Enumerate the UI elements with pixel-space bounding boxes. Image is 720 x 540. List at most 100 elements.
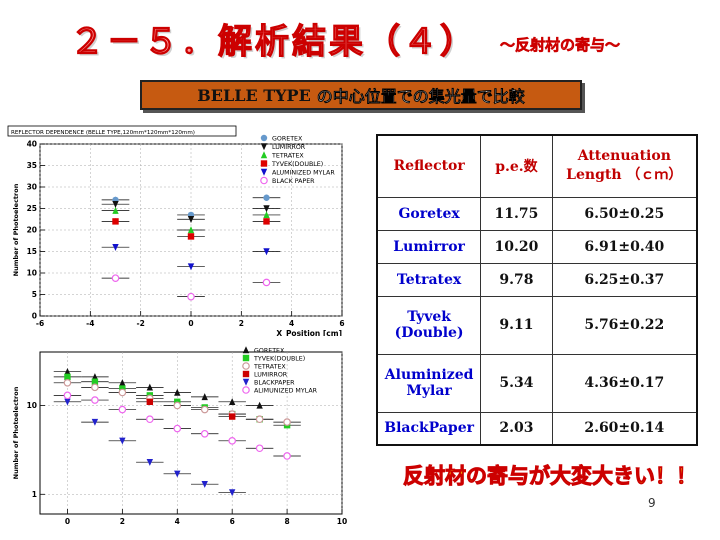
data-point-goretex bbox=[174, 388, 181, 396]
reflector-name: BlackPaper bbox=[376, 411, 482, 446]
header-reflector: Reflector bbox=[376, 134, 482, 198]
data-point-blackpaper bbox=[228, 489, 236, 497]
y-tick-label: 25 bbox=[27, 204, 37, 213]
legend-marker bbox=[260, 134, 268, 142]
table-row: Goretex 11.75 6.50±0.25 bbox=[376, 196, 698, 231]
y-axis-label: Number of Photoelectron bbox=[12, 183, 20, 276]
table-header-row: Reflector p.e.数 Attenuation Length （ｃｍ） bbox=[376, 134, 698, 198]
attenuation-plot-svg: 0 2 4 6 8 10 1 10 Number of Photoelectron GORETEX… bbox=[12, 346, 347, 526]
plot-frame bbox=[39, 351, 343, 515]
legend-label: TYVEK(DOUBLE) bbox=[253, 356, 305, 363]
data-point-goretex bbox=[91, 373, 99, 381]
plot-title: REFLECTOR DEPENDENCE (BELLE TYPE,120mm*1… bbox=[11, 130, 195, 136]
data-point-tetratex bbox=[187, 226, 195, 234]
data-point-goretex bbox=[201, 393, 208, 401]
data-point-goretex bbox=[64, 368, 71, 375]
table-row: BlackPaper 2.03 2.60±0.14 bbox=[376, 411, 698, 446]
reflector-name: Goretex bbox=[376, 196, 482, 231]
data-point-alimunized-mylar bbox=[173, 424, 182, 433]
legend-label: ALIMUNIZED MYLAR bbox=[254, 388, 318, 395]
attenuation-value: 6.91±0.40 bbox=[551, 229, 698, 264]
data-point-alimunized-mylar bbox=[200, 429, 209, 438]
banner-japanese-text: の中心位置での集光量で比較 bbox=[316, 87, 525, 106]
data-point-aluminized-mylar bbox=[112, 244, 119, 251]
data-point-tetratex bbox=[255, 415, 264, 424]
data-point-blackpaper bbox=[174, 470, 181, 478]
data-point-alimunized-mylar bbox=[91, 396, 99, 404]
data-point-alimunized-mylar bbox=[228, 437, 236, 445]
data-point-tetratex bbox=[283, 418, 291, 426]
slide-subtitle: ～反射材の寄与～ bbox=[500, 36, 621, 55]
x-tick-label: -4 bbox=[86, 319, 94, 328]
legend-marker bbox=[242, 362, 250, 370]
data-point-goretex bbox=[263, 194, 270, 201]
data-point-tyvek-double- bbox=[187, 233, 195, 240]
plot-title-box bbox=[7, 125, 237, 137]
attenuation-plot: 0 2 4 6 8 10 1 10 Number of Photoelectron GORETEX… bbox=[6, 346, 356, 532]
attenuation-value: 2.60±0.14 bbox=[551, 411, 698, 446]
pe-value: 2.03 bbox=[480, 411, 553, 446]
table-row: Lumirror 10.20 6.91±0.40 bbox=[376, 229, 698, 264]
data-point-lumirror bbox=[112, 201, 119, 208]
data-point-alimunized-mylar bbox=[63, 391, 72, 400]
attenuation-value: 6.25±0.37 bbox=[551, 262, 698, 297]
x-tick-label: 0 bbox=[188, 319, 193, 328]
legend-label: ALUMINIZED MYLAR bbox=[272, 170, 335, 177]
data-point-tetratex bbox=[173, 401, 182, 410]
conclusion-note: 反射材の寄与が大変大きい！！ bbox=[403, 464, 698, 489]
data-point-blackpaper bbox=[119, 437, 126, 445]
pe-value: 10.20 bbox=[480, 229, 553, 264]
data-point-goretex bbox=[119, 379, 126, 387]
data-point-tetratex bbox=[91, 383, 99, 392]
data-point-blackpaper bbox=[64, 398, 71, 406]
y-axis-label: Number of Photoelectron bbox=[12, 386, 20, 479]
reflector-name: Tetratex bbox=[376, 262, 482, 297]
table-row: Tyvek (Double) 9.11 5.76±0.22 bbox=[376, 295, 698, 355]
attenuation-value: 5.76±0.22 bbox=[551, 295, 698, 355]
header-pe: p.e.数 bbox=[480, 134, 553, 198]
position-plot-svg: REFLECTOR DEPENDENCE (BELLE TYPE,120mm*1… bbox=[7, 125, 345, 336]
data-point-tyvek-double- bbox=[91, 378, 99, 385]
data-point-black-paper bbox=[262, 278, 271, 287]
y-tick-label: 5 bbox=[32, 290, 37, 299]
banner-english-text: BELLE TYPE bbox=[197, 85, 311, 105]
data-point-blackpaper bbox=[146, 458, 154, 466]
data-point-lumirror bbox=[228, 413, 236, 420]
data-point-lumirror bbox=[187, 216, 195, 223]
x-tick-label: 2 bbox=[239, 319, 244, 328]
data-point-alimunized-mylar bbox=[255, 444, 264, 453]
pe-value: 9.11 bbox=[480, 295, 553, 355]
data-point-black-paper bbox=[187, 292, 195, 301]
slide-title: ２－５．解析結果（４） bbox=[69, 21, 477, 62]
x-tick-label: 6 bbox=[230, 517, 235, 526]
x-axis-label: X_Position [cm] bbox=[276, 329, 342, 336]
y-tick-label: 40 bbox=[27, 140, 37, 149]
legend-label: TETRATEX bbox=[271, 153, 304, 160]
page-number: 9 bbox=[648, 496, 656, 510]
legend-marker bbox=[260, 176, 268, 185]
legend-marker bbox=[260, 160, 268, 167]
position-plot: REFLECTOR DEPENDENCE (BELLE TYPE,120mm*1… bbox=[6, 124, 356, 336]
x-tick-label: 0 bbox=[65, 517, 70, 526]
attenuation-value: 6.50±0.25 bbox=[551, 196, 698, 231]
data-point-goretex bbox=[146, 383, 154, 391]
data-point-alimunized-mylar bbox=[118, 405, 127, 414]
legend-marker bbox=[260, 168, 268, 176]
x-tick-label: 4 bbox=[289, 319, 294, 328]
x-tick-label: 6 bbox=[339, 319, 344, 328]
x-tick-label: -6 bbox=[36, 319, 44, 328]
x-tick-label: 2 bbox=[120, 517, 125, 526]
data-point-aluminized-mylar bbox=[263, 248, 270, 256]
pe-value: 9.78 bbox=[480, 262, 553, 297]
data-point-tetratex bbox=[112, 206, 119, 214]
y-tick-label: 30 bbox=[27, 183, 37, 192]
y-tick-label: 0 bbox=[32, 312, 37, 321]
legend-marker bbox=[242, 354, 250, 362]
y-tick-label: 15 bbox=[27, 247, 37, 256]
y-tick-label: 35 bbox=[27, 161, 37, 170]
legend-marker bbox=[260, 143, 268, 151]
legend-marker bbox=[242, 386, 250, 394]
data-point-tetratex bbox=[63, 379, 72, 387]
comparison-banner: BELLE TYPE の中心位置での集光量で比較 bbox=[140, 80, 582, 110]
data-point-goretex bbox=[228, 398, 236, 405]
